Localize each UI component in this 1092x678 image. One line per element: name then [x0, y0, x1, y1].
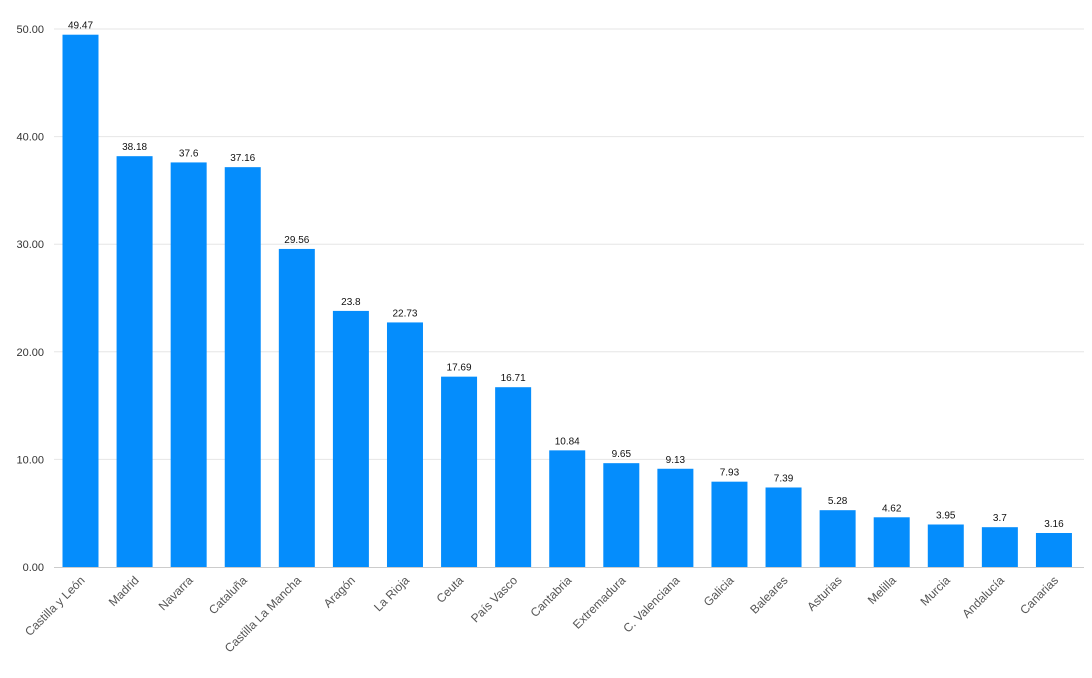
bar[interactable]	[549, 450, 586, 567]
bar-value-label: 29.56	[284, 235, 309, 246]
x-category-label: Melilla	[865, 573, 899, 607]
bar[interactable]	[170, 162, 207, 567]
bar[interactable]	[711, 481, 748, 567]
bar[interactable]	[495, 387, 532, 567]
bar-value-label: 38.18	[122, 142, 147, 153]
x-category-label: Navarra	[156, 573, 196, 613]
x-category-label: Asturias	[804, 573, 845, 614]
bar-value-label: 10.84	[555, 436, 580, 447]
y-tick-label: 50.00	[16, 24, 44, 36]
bar-value-label: 9.13	[666, 455, 686, 466]
bar[interactable]	[981, 527, 1018, 567]
bar[interactable]	[765, 487, 802, 567]
x-category-label: Galicia	[701, 573, 737, 609]
bar-value-label: 7.39	[774, 473, 794, 484]
bar[interactable]	[62, 34, 99, 567]
bar-value-label: 3.7	[993, 513, 1007, 524]
bar[interactable]	[441, 376, 478, 567]
bar[interactable]	[927, 524, 964, 567]
y-tick-label: 20.00	[16, 347, 44, 359]
bar[interactable]	[873, 517, 910, 567]
x-category-label: Baleares	[747, 573, 790, 616]
category-labels: Castilla y León Madrid Navarra CataluñaCast…	[22, 573, 1061, 655]
bar[interactable]	[657, 468, 694, 567]
x-category-label: La Rioja	[371, 573, 412, 614]
bar-value-label: 37.16	[230, 153, 255, 164]
bar-value-label: 49.47	[68, 21, 93, 32]
x-category-label: Cataluña	[206, 573, 250, 617]
x-category-label: País Vasco	[468, 573, 520, 625]
x-category-label: C. Valenciana	[620, 573, 682, 635]
bar[interactable]	[1035, 532, 1072, 567]
bar-value-label: 16.71	[501, 373, 526, 384]
y-tick-label: 10.00	[16, 454, 44, 466]
x-category-label: Andalucía	[959, 573, 1007, 621]
bar[interactable]	[332, 310, 369, 567]
bar-value-label: 5.28	[828, 496, 848, 507]
x-category-label: Cantabria	[528, 573, 575, 620]
x-category-label: Madrid	[106, 573, 142, 609]
bar-value-label: 37.6	[179, 148, 199, 159]
bar-value-label: 17.69	[447, 363, 472, 374]
bar-value-label: 3.95	[936, 510, 956, 521]
x-category-label: Castilla y León	[22, 573, 88, 639]
bar[interactable]	[224, 167, 261, 568]
bar-value-label: 3.16	[1044, 519, 1064, 530]
x-category-label: Aragón	[321, 573, 358, 610]
y-tick-label: 0.00	[23, 562, 44, 574]
y-tick-label: 30.00	[16, 239, 44, 251]
x-category-label: Extremadura	[570, 573, 629, 632]
bar[interactable]	[819, 510, 856, 567]
x-category-label: Canarias	[1017, 573, 1061, 617]
value-labels: 49.47 38.18 37.6 37.16 29.56 23.8 22.73 17.69 16…	[68, 21, 1064, 530]
x-category-label: Ceuta	[434, 573, 467, 606]
bar-value-label: 4.62	[882, 503, 902, 514]
bar[interactable]	[116, 156, 153, 567]
bar-value-label: 22.73	[392, 308, 417, 319]
bar-value-label: 9.65	[612, 449, 632, 460]
bars	[62, 34, 1072, 568]
y-axis-ticks: 0.00 10.00 20.00 30.00 40.00 50.00	[16, 24, 44, 574]
bar-value-label: 23.8	[341, 297, 361, 308]
bar[interactable]	[603, 463, 640, 567]
y-tick-label: 40.00	[16, 132, 44, 144]
bar[interactable]	[278, 248, 315, 568]
x-category-label: Murcia	[918, 573, 954, 609]
bar-value-label: 7.93	[720, 468, 740, 479]
grid-lines	[54, 28, 1084, 460]
bar[interactable]	[386, 322, 423, 567]
